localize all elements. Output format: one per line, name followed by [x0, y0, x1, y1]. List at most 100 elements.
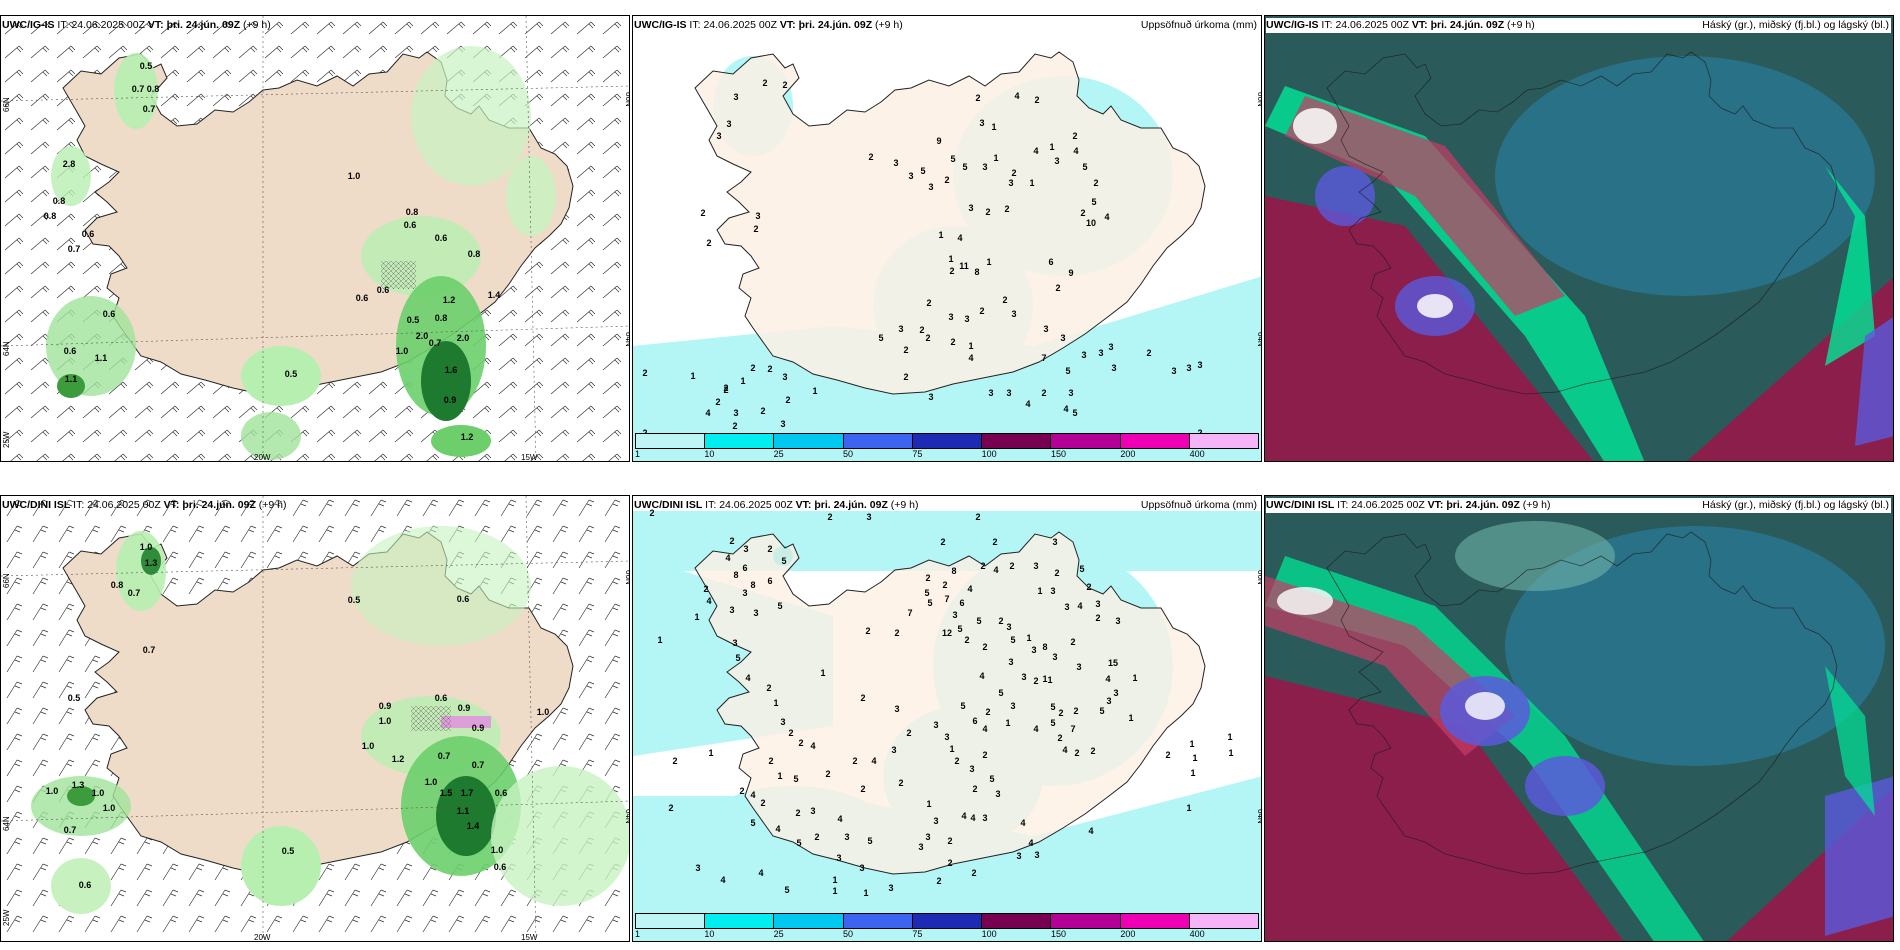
graticule	[1, 16, 629, 461]
precip-value-label: 2	[1002, 295, 1007, 305]
precip-value-label: 3	[1076, 662, 1081, 672]
precip-value-label: 2	[798, 738, 803, 748]
precip-value-label: 3	[1008, 657, 1013, 667]
precip-value-label: 5	[976, 616, 981, 626]
magenta-area	[441, 716, 491, 728]
precip-value-label: 2	[947, 836, 952, 846]
precip-value-label: 3	[1060, 333, 1065, 343]
cloud-cover-map-bottom	[1265, 496, 1893, 941]
colorbar-cell	[843, 434, 913, 448]
precip-value-label: 0.6	[82, 229, 95, 239]
precip-value-label: 0.8	[44, 211, 57, 221]
colorbar-cell	[1189, 434, 1258, 448]
precip-value-label: 2	[723, 385, 728, 395]
precip-value-label: 4	[705, 408, 710, 418]
precip-value-label: 2	[668, 803, 673, 813]
precip-value-label: 4	[982, 724, 987, 734]
precip-value-label: 1	[657, 635, 662, 645]
precip-value-label: 3	[1050, 586, 1055, 596]
vt-value: þri. 24.jún. 09Z	[1446, 499, 1520, 511]
colorbar-tick-label: 75	[912, 449, 923, 459]
precip-value-label: 1	[1132, 673, 1137, 683]
precip-value-label: 6	[742, 563, 747, 573]
precip-colorbar	[635, 913, 1259, 929]
precip-value-label: 2	[954, 756, 959, 766]
precip-value-label: 3	[836, 853, 841, 863]
precip-value-label: 1	[1042, 674, 1047, 684]
precip-value-label: 3	[859, 863, 864, 873]
colorbar-tick-label: 75	[912, 929, 923, 939]
precip-value-label: 2	[760, 406, 765, 416]
precip-value-label: 2	[788, 728, 793, 738]
lat-label-64-right: 64N	[1256, 809, 1262, 824]
precip-value-label: 1.3	[145, 558, 158, 568]
precip-value-label: 1	[1128, 713, 1133, 723]
precip-value-label: 3	[1043, 324, 1048, 334]
precip-value-label: 1.0	[92, 788, 105, 798]
precip-value-label: 2	[992, 537, 997, 547]
precip-value-label: 5	[920, 166, 925, 176]
panel-header: UWC/IG-IS IT: 24.06.2025 00Z VT: þri. 24…	[2, 18, 627, 33]
precip-value-label: 3	[893, 158, 898, 168]
precip-value-label: 3	[1064, 602, 1069, 612]
vt-label: VT:	[779, 19, 796, 31]
colorbar-tick-label: 150	[1051, 929, 1067, 939]
lat-label-64-right: 64N	[624, 332, 630, 347]
precip-value-label: 2	[1072, 131, 1077, 141]
precip-value-label: 9	[936, 136, 941, 146]
it-label: IT:	[689, 19, 701, 31]
precip-value-label: 2	[949, 266, 954, 276]
precip-value-label: 2	[739, 786, 744, 796]
model-name: UWC/IG-IS	[2, 19, 55, 31]
precip-value-label: 2.8	[63, 159, 76, 169]
colorbar-tick-label: 50	[843, 929, 854, 939]
precip-value-label: 5	[960, 701, 965, 711]
lon-label-25: 25W	[2, 909, 11, 926]
precip-value-label: 3	[1113, 688, 1118, 698]
model-name: UWC/IG-IS	[634, 19, 687, 31]
precip-value-label: 4	[706, 596, 711, 606]
precip-value-label: 9	[1068, 268, 1073, 278]
precip-value-label: 3	[964, 314, 969, 324]
precip-value-label: 5	[784, 885, 789, 895]
precip-value-label: 4	[1088, 826, 1093, 836]
panel-title: Uppsöfnuð úrkoma (mm)	[1140, 19, 1257, 31]
precip-value-label: 1	[938, 230, 943, 240]
it-value: 24.06.2025 00Z	[703, 19, 777, 31]
precip-value-label: 2	[1058, 708, 1063, 718]
colorbar-tick-label: 200	[1120, 929, 1136, 939]
precip-value-label: 4	[871, 756, 876, 766]
precip-value-label: 2	[985, 707, 990, 717]
precip-value-label: 2	[767, 364, 772, 374]
lat-label-66-right: 66N	[624, 92, 630, 107]
precip-value-label: 4	[1077, 601, 1082, 611]
precip-value-label: 2	[852, 756, 857, 766]
vt-label: VT:	[163, 499, 180, 511]
panel-header: UWC/DINI ISL IT: 24.06.2025 00Z VT: þri.…	[2, 498, 627, 513]
precip-value-label: 0.6	[103, 309, 116, 319]
precip-value-label: 1.5	[440, 788, 453, 798]
precip-value-label: 3	[1171, 366, 1176, 376]
vt-value: þri. 24.jún. 09Z	[182, 499, 256, 511]
precip-value-label: 2	[1054, 568, 1059, 578]
precip-value-label: 5	[1072, 408, 1077, 418]
precip-value-label: 3	[1106, 696, 1111, 706]
lon-label-20: 20W	[254, 933, 271, 942]
precip-value-label: 1.0	[491, 845, 504, 855]
precip-value-label: 0.5	[68, 693, 81, 703]
colorbar-cell	[705, 914, 775, 928]
precip-value-label: 0.6	[495, 788, 508, 798]
precip-value-label: 2	[827, 512, 832, 522]
precip-value-label: 4	[758, 868, 763, 878]
precip-value-label: 2	[750, 363, 755, 373]
precip-value-label: 2	[982, 750, 987, 760]
precip-value-label: 1	[993, 153, 998, 163]
precip-value-label: 3	[952, 610, 957, 620]
precip-value-label: 2	[1080, 208, 1085, 218]
precip-value-label: 3	[753, 608, 758, 618]
precip-value-label: 3	[979, 118, 984, 128]
precip-value-label: 2	[795, 808, 800, 818]
precip-value-label: 3	[968, 203, 973, 213]
wind-precip-map-top: 66N 64N 66N 64N 25W 20W 15W 0.50.7 0.80.7…	[1, 16, 630, 461]
precip-value-label: 11	[959, 261, 969, 271]
